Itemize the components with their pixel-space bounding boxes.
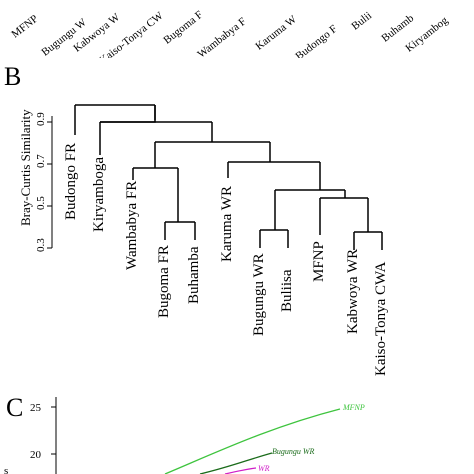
panel-a-label-buliisa: Bulii [349,9,375,33]
c-y-tick-label: 20 [30,449,42,461]
leaf-bugungu-wr: Bugungu WR [251,253,267,336]
leaf-mfnp: MFNP [311,241,327,282]
panel-c-svg: 25 20 s [4,397,341,474]
panel-c: C 25 20 s MFNP Bugungu WR WR [0,385,474,474]
panel-b-dendrogram: B Bray-Curtis Similarity 0.3 0.5 0.7 0.9 [0,60,474,380]
leaf-budongo-fr: Budongo FR [63,142,79,220]
y-tick-label: 0.7 [35,154,47,168]
leaf-buhamba: Buhamba [186,246,202,305]
branch-left [100,105,156,123]
panel-a-label-karuma: Karuma W [253,13,299,53]
leaf-kiryamboga: Kiryamboga [91,157,107,232]
panel-a: MFNP Bugungu W Kabwoya W Kaiso-Tonya CW … [0,0,474,58]
panel-c-letter: C [6,393,24,422]
curve-mfnp [164,408,341,474]
panel-a-label-budongo: Budongo F [293,22,340,58]
c-y-tick-label: 25 [30,402,42,414]
panel-b-letter: B [4,62,22,91]
leaf-wambabya-fr: Wambabya FR [124,180,140,270]
series-label-wr: WR [258,464,270,473]
series-label-mfnp: MFNP [343,403,365,412]
leaf-karuma-wr: Karuma WR [219,186,235,262]
leaf-bugoma-fr: Bugoma FR [156,245,172,318]
leaf-buliisa: Buliisa [279,269,295,312]
curve-wr [224,467,257,474]
panel-a-label-wambabya: Wambabya F [195,15,249,58]
c-axis-fragment: s [4,465,8,474]
dendrogram-svg: 0.3 0.5 0.7 0.9 [35,104,383,252]
leaf-kabwoya-wr: Kabwoya WR [345,248,361,334]
dendrogram-branches [74,104,383,250]
y-tick-label: 0.3 [35,238,47,252]
leaf-kaiso-tonya-cwa: Kaiso-Tonya CWA [373,261,389,376]
curve-bugungu-wr [199,452,273,474]
panel-a-label-bugoma: Bugoma F [161,8,206,47]
series-label-bugungu-wr: Bugungu WR [272,447,315,456]
y-tick-label: 0.5 [35,196,47,210]
y-tick-label: 0.9 [35,112,47,126]
panel-a-label-mfnp: MFNP [9,12,41,41]
